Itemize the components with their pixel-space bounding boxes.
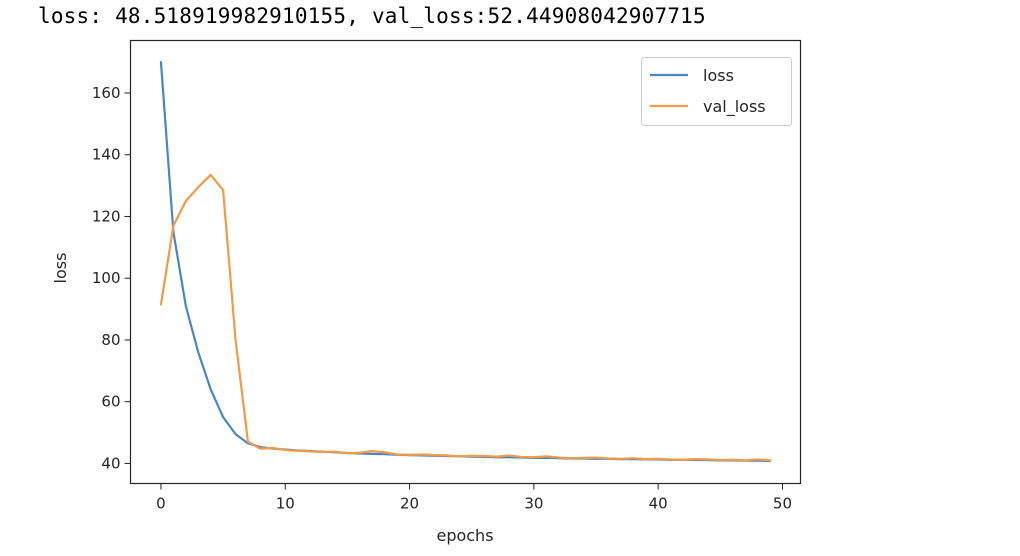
val-loss-label: val_loss:: [371, 4, 488, 28]
series-line-val-loss: [159, 173, 772, 462]
axes-frame: [129, 39, 802, 485]
y-tick-label: 120: [92, 207, 121, 225]
loss-value: 48.518919982910155: [115, 4, 347, 28]
y-tick-label: 40: [101, 454, 120, 472]
y-tick-label: 80: [101, 331, 120, 349]
x-axis-ticks: 0 10 20 30 40 50: [156, 483, 792, 513]
legend-label-loss: loss: [703, 66, 734, 85]
y-axis-ticks: 40 60 80 100 120 140 160: [92, 84, 131, 472]
x-tick-label: 20: [400, 495, 419, 513]
y-tick-label: 60: [101, 393, 120, 411]
x-axis-label: epochs: [436, 526, 493, 545]
training-output-text: loss: 48.518919982910155, val_loss:52.44…: [38, 4, 706, 28]
x-tick-label: 0: [156, 495, 166, 513]
y-tick-label: 100: [92, 269, 121, 287]
x-tick-label: 40: [649, 495, 668, 513]
plot-lines: [159, 61, 772, 463]
separator: ,: [346, 4, 372, 28]
x-tick-label: 10: [276, 495, 295, 513]
y-tick-label: 160: [92, 84, 121, 102]
val-loss-value: 52.44908042907715: [487, 4, 706, 28]
legend-label-val-loss: val_loss: [703, 97, 766, 117]
y-tick-label: 140: [92, 146, 121, 164]
x-tick-label: 30: [524, 495, 543, 513]
y-axis-label: loss: [51, 253, 70, 284]
loss-label: loss:: [38, 4, 116, 28]
legend: loss val_loss: [641, 57, 792, 126]
x-tick-label: 50: [773, 495, 792, 513]
